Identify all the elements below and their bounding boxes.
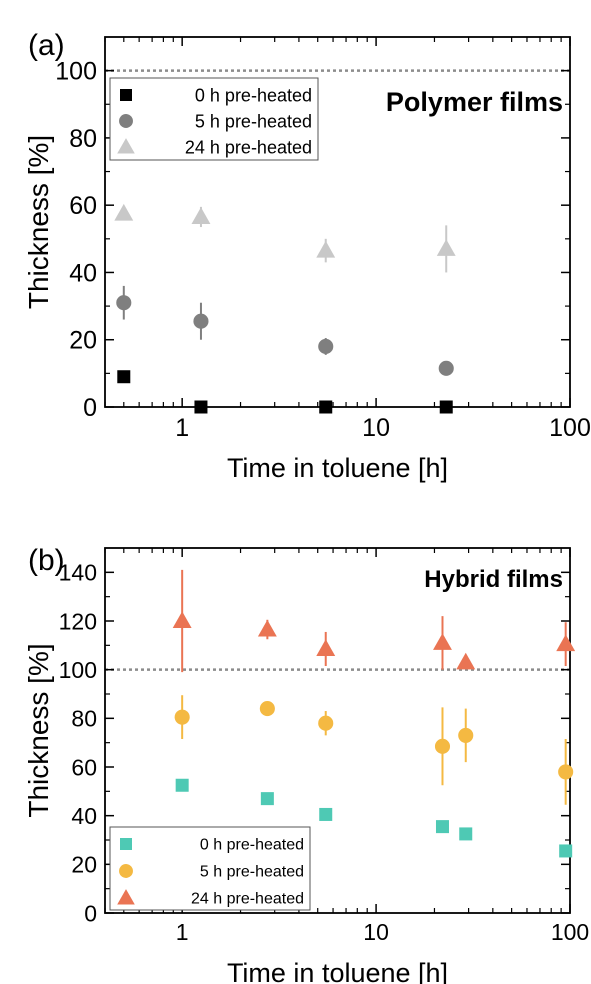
y-axis-label: Thickness [%]	[23, 643, 54, 817]
legend-box	[109, 77, 319, 161]
legend-marker	[117, 138, 135, 154]
y-tick-label: 0	[83, 394, 97, 422]
data-point	[116, 295, 132, 311]
data-point	[435, 820, 449, 834]
data-point	[438, 360, 454, 376]
data-point	[436, 239, 456, 256]
y-tick-label: 100	[59, 657, 97, 683]
legend-marker	[119, 864, 133, 878]
data-point	[174, 709, 190, 725]
series-1	[116, 285, 454, 376]
x-axis-label: Time in toluene [h]	[227, 958, 448, 984]
legend: 0 h pre-heated 5 h pre-heated 24 h pre-hea…	[109, 826, 311, 911]
y-axis-label: Thickness [%]	[23, 135, 54, 309]
data-point	[556, 634, 576, 652]
legend-marker	[120, 89, 132, 101]
data-point	[318, 338, 334, 354]
data-point	[439, 400, 453, 414]
x-tick-label: 10	[363, 919, 389, 945]
x-tick-label: 100	[551, 919, 589, 945]
data-point	[319, 400, 333, 414]
y-tick-label: 20	[71, 852, 97, 878]
data-point	[175, 778, 189, 792]
data-point	[459, 827, 473, 841]
plot-frame	[104, 36, 571, 408]
legend-marker	[120, 838, 132, 850]
legend-label: 5 h pre-heated	[200, 864, 304, 881]
x-tick-label: 100	[549, 414, 591, 442]
plot-frame	[104, 547, 571, 914]
data-point	[172, 611, 192, 629]
y-tick-label: 40	[71, 803, 97, 829]
legend-box	[109, 826, 311, 911]
legend-label: 5 h pre-heated	[195, 111, 312, 131]
y-tick-label: 60	[71, 754, 97, 780]
data-point	[193, 313, 209, 329]
data-point	[456, 652, 476, 670]
y-tick-label: 80	[69, 125, 97, 153]
chart-title: Polymer films	[386, 87, 563, 117]
data-point	[257, 619, 277, 637]
series-1	[174, 695, 574, 805]
data-point	[433, 633, 452, 650]
data-point	[319, 807, 333, 821]
data-point	[316, 240, 336, 258]
y-tick-label: 120	[59, 608, 97, 634]
x-tick-label: 1	[175, 414, 189, 442]
data-point	[114, 203, 134, 221]
series-0	[175, 778, 573, 858]
data-point	[318, 715, 334, 731]
chart-panel-0: (a) 0 20 40 60 80 100 1 10 100 Time in toluene [h]…	[23, 29, 591, 483]
data-point	[194, 400, 208, 414]
y-tick-label: 100	[55, 58, 97, 86]
legend: 0 h pre-heated 5 h pre-heated 24 h pre-hea…	[109, 77, 319, 161]
y-tick-label: 80	[71, 706, 97, 732]
panel-label: (a)	[28, 29, 65, 62]
chart-title: Hybrid films	[424, 566, 563, 593]
y-tick-label: 0	[84, 900, 97, 926]
legend-marker	[117, 889, 135, 905]
x-tick-label: 1	[176, 919, 189, 945]
chart-panel-1: (b) 0 20 40 60 80 100 120 140 1 10 100 Time in tolue…	[23, 544, 589, 984]
data-point	[558, 764, 574, 780]
data-point	[434, 738, 451, 754]
legend-label: 0 h pre-heated	[200, 837, 304, 854]
y-tick-label: 140	[59, 560, 97, 586]
series-2	[114, 203, 456, 273]
y-tick-label: 20	[69, 327, 97, 355]
data-point	[458, 727, 474, 743]
data-point	[259, 701, 275, 717]
panel-label: (b)	[28, 544, 65, 577]
series-0	[117, 370, 453, 414]
data-point	[191, 207, 211, 224]
data-point	[260, 792, 274, 806]
legend-label: 24 h pre-heated	[191, 891, 304, 908]
series-2	[172, 569, 576, 673]
x-tick-label: 10	[362, 414, 390, 442]
x-axis-label: Time in toluene [h]	[227, 453, 448, 483]
legend-label: 0 h pre-heated	[195, 85, 312, 105]
y-tick-label: 40	[69, 259, 97, 287]
legend-marker	[119, 114, 133, 128]
data-point	[316, 639, 336, 657]
legend-label: 24 h pre-heated	[185, 137, 312, 157]
y-tick-label: 60	[69, 192, 97, 220]
data-point	[117, 370, 131, 384]
data-point	[559, 844, 573, 858]
